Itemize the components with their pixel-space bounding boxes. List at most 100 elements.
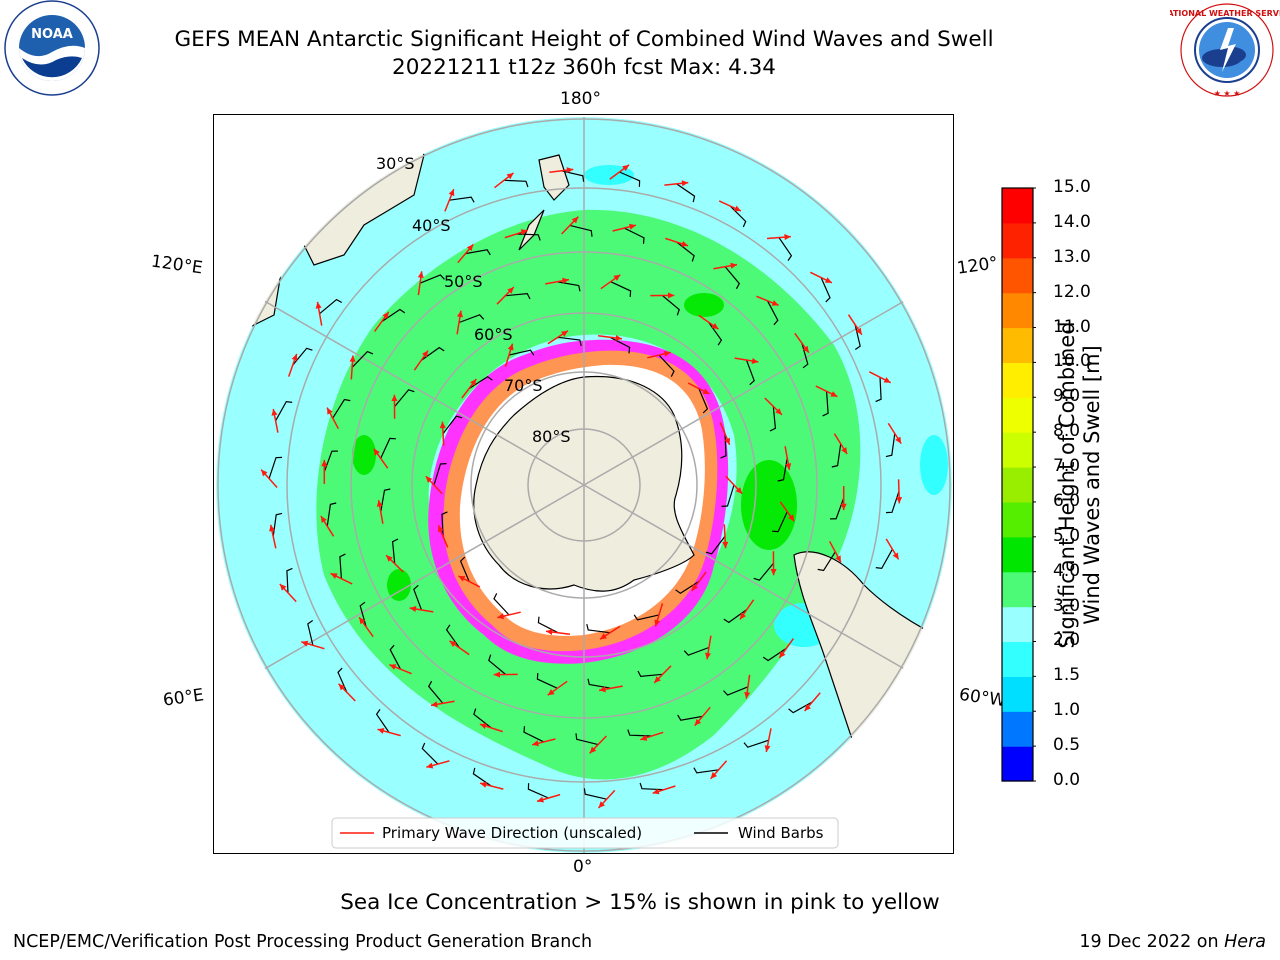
colorbar-tick-label: 1.0 [1053, 700, 1081, 721]
credit-branch: NCEP/EMC/Verification Post Processing Pr… [13, 932, 593, 952]
wave-arrow [804, 692, 821, 712]
wind-barb [721, 484, 735, 507]
wind-barb [676, 183, 696, 203]
sea-ice-note: Sea Ice Concentration > 15% is shown in … [340, 890, 940, 915]
wind-barb [698, 388, 709, 414]
colorbar-tick-label: 4.0 [1053, 560, 1081, 581]
wind-barb [705, 535, 726, 555]
colorbar-tick-label: 13.0 [1053, 246, 1091, 267]
wave-arrow [479, 723, 503, 733]
colorbar-tick-label: 7.0 [1053, 456, 1081, 477]
wave-arrow [426, 760, 450, 769]
wave-arrow [444, 188, 455, 212]
wind-barb [854, 324, 861, 350]
wave-arrow [493, 671, 518, 678]
wind-barb [623, 227, 645, 244]
wave-arrow [718, 200, 742, 212]
latitude-labels: 30°S 40°S 50°S 60°S 70°S 80°S [376, 154, 571, 446]
wave-arrow [734, 357, 759, 364]
wave-arrow [461, 378, 477, 399]
wave-arrow [494, 172, 514, 189]
wave-arrow [739, 599, 755, 620]
wave-arrow [764, 728, 772, 753]
wave-arrow [449, 640, 470, 656]
wave-arrow [260, 469, 278, 488]
colorbar-tick-label: 5.0 [1053, 525, 1081, 546]
lon-label-180: 180° [560, 89, 601, 109]
wave-arrow [847, 314, 863, 336]
wave-arrow [687, 382, 710, 395]
colorbar-swatch [1002, 222, 1033, 259]
wind-barb [729, 205, 747, 228]
legend-wave-label: Primary Wave Direction (unscaled) [382, 824, 642, 842]
wave-arrow [766, 234, 791, 241]
wave-arrow [458, 575, 481, 588]
map-legend: Primary Wave Direction (unscaled) Wind B… [331, 817, 839, 849]
wave-arrow [349, 355, 356, 380]
colorbar-swatch [1002, 188, 1033, 224]
wind-barb [830, 497, 845, 520]
wave-arrow [784, 446, 792, 471]
wind-barb [351, 350, 374, 368]
colorbar-swatch [1002, 501, 1033, 538]
colorbar-tick-label: 0.0 [1053, 770, 1081, 790]
wind-barb [419, 274, 445, 284]
wind-barb [885, 491, 900, 514]
wind-barb [337, 667, 348, 693]
new-zealand-land [518, 154, 570, 251]
wave-arrow [885, 538, 900, 560]
wave-arrow [389, 664, 412, 675]
wind-barb [633, 614, 660, 621]
lat-label-80s: 80°S [532, 427, 571, 446]
colorbar-swatch [1002, 327, 1033, 364]
wind-barb [820, 277, 831, 303]
wind-barb [801, 342, 809, 369]
wind-barb [307, 620, 314, 646]
wind-barb [323, 450, 338, 473]
wind-barb [720, 433, 727, 459]
wave-patch-4-5m-sw [387, 569, 411, 601]
wind-barb [523, 726, 545, 743]
wave-arrow [713, 262, 738, 270]
colorbar-tick-label: 10.0 [1053, 351, 1091, 372]
wave-patch-4-5m-north [684, 293, 724, 317]
wind-barb [505, 292, 531, 300]
colorbar-swatch [1002, 397, 1033, 433]
svg-text:NATIONAL WEATHER SERVICE: NATIONAL WEATHER SERVICE [1170, 9, 1280, 18]
wave-arrow [430, 700, 455, 708]
map-panel: 30°S 40°S 50°S 60°S 70°S 80°S Primary Wa… [213, 114, 954, 854]
colorbar-label: Significant Height of Combined Wind Wave… [1055, 305, 1105, 665]
wave-arrow [301, 640, 325, 650]
wind-barb [817, 551, 836, 572]
wind-barb [441, 511, 448, 537]
wave-arrow [315, 301, 323, 326]
svg-text:★ ★ ★: ★ ★ ★ [1214, 89, 1241, 98]
wind-barb [875, 377, 882, 403]
colorbar-tick-label: 2.0 [1053, 630, 1081, 651]
wave-arrow [504, 343, 514, 367]
wave-arrow [600, 274, 621, 290]
wind-barb [421, 742, 439, 765]
wind-barb [724, 266, 741, 290]
wave-arrow [391, 394, 398, 419]
colorbar-swatch [1002, 746, 1033, 782]
wind-barb [286, 567, 293, 593]
wave-arrow [778, 638, 795, 659]
wind-barb [772, 511, 788, 533]
wind-barb [575, 733, 599, 746]
wave-arrow [271, 408, 279, 433]
wave-patch-4-5m-east [741, 460, 797, 550]
colorbar-tick-label: 12.0 [1053, 281, 1091, 302]
wind-barb [556, 281, 581, 292]
nws-logo: NATIONAL WEATHER SERVICE ★ ★ ★ [1170, 3, 1280, 98]
credit-date: 19 Dec 2022 on Hera [1079, 932, 1266, 952]
colorbar-tick-label: 1.5 [1053, 665, 1081, 686]
longitude-grid [216, 117, 952, 853]
wind-barb [413, 584, 423, 611]
colorbar-swatch [1002, 676, 1033, 712]
wave-arrow [664, 180, 689, 187]
wave-arrow [321, 459, 328, 484]
wave-arrow [417, 271, 424, 296]
wave-arrow [725, 475, 743, 495]
wind-barb [676, 241, 695, 262]
